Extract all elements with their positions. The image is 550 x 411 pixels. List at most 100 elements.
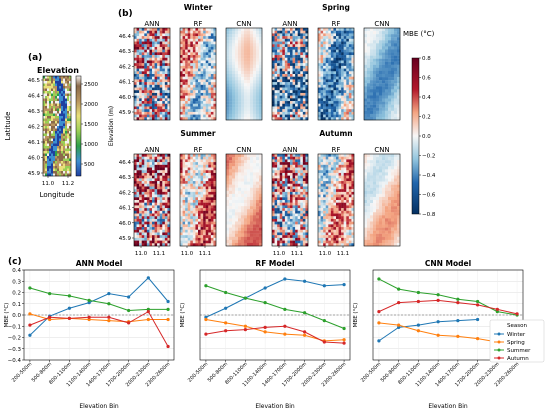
mbe-cell	[208, 164, 212, 168]
mbe-cell	[279, 218, 283, 222]
mbe-cell	[162, 181, 166, 184]
mbe-cell	[157, 87, 160, 91]
mbe-cell	[146, 106, 150, 110]
mbe-cell	[139, 167, 142, 171]
mbe-cell	[244, 83, 248, 87]
mbe-cell	[394, 31, 398, 35]
mbe-cell	[141, 109, 145, 113]
elevation-cell	[45, 88, 48, 92]
mbe-cell	[136, 60, 140, 64]
mbe-cell	[159, 106, 163, 110]
mbe-cell	[190, 170, 194, 174]
mbe-cell	[385, 46, 389, 50]
mbe-cell	[305, 30, 309, 34]
mbe-cell	[351, 92, 355, 96]
mbe-cell	[235, 221, 239, 225]
mbe-cell	[247, 83, 251, 87]
mbe-cell	[180, 172, 183, 176]
mbe-cell	[157, 92, 160, 96]
mbe-cell	[244, 40, 248, 44]
mbe-cell	[200, 183, 204, 187]
mbe-cell	[192, 178, 196, 182]
mbe-cell	[141, 101, 145, 104]
mbe-cell	[272, 164, 275, 168]
mbe-cell	[244, 28, 248, 32]
mbe-cell	[164, 74, 168, 77]
mbe-cell	[318, 38, 321, 42]
mbe-cell	[139, 232, 142, 236]
mbe-cell	[284, 154, 288, 157]
mbe-cell	[259, 166, 263, 170]
mbe-cell	[232, 209, 236, 213]
model-label: RF	[194, 146, 203, 154]
mbe-cell	[226, 175, 230, 179]
mbe-cell	[180, 103, 183, 107]
mbe-cell	[250, 43, 254, 47]
mbe-cell	[284, 167, 288, 171]
mbe-cell	[182, 38, 186, 42]
mbe-cell	[300, 154, 304, 157]
mbe-cell	[139, 164, 142, 168]
mbe-cell	[318, 44, 321, 48]
mbe-cell	[139, 98, 142, 102]
mbe-cell	[341, 90, 344, 94]
elevation-cell	[63, 121, 66, 124]
mbe-cell	[210, 202, 214, 206]
elevation-cell	[63, 171, 66, 174]
elevation-cell	[43, 108, 46, 112]
mbe-cell	[139, 114, 142, 118]
mbe-cell	[198, 106, 201, 110]
mbe-cell	[210, 191, 214, 195]
mbe-cell	[144, 237, 148, 241]
mbe-cell	[198, 170, 201, 174]
mbe-cell	[192, 46, 196, 50]
mbe-cell	[295, 63, 298, 67]
mbe-cell	[187, 38, 191, 42]
mbe-cell	[382, 116, 386, 121]
mbe-cell	[198, 60, 201, 64]
mbe-cell	[198, 33, 201, 37]
mbe-cell	[379, 86, 383, 90]
mbe-cell	[185, 52, 188, 56]
mbe-cell	[235, 64, 239, 69]
elevation-cell	[59, 131, 62, 134]
mbe-cell	[195, 218, 199, 222]
mbe-cell	[235, 86, 239, 90]
elevation-cell	[49, 116, 52, 119]
mbe-cell	[154, 229, 158, 233]
mbe-cell	[203, 183, 206, 187]
mbe-cell	[259, 67, 263, 72]
mbe-cell	[210, 71, 214, 75]
mbe-cell	[182, 79, 186, 83]
mbe-cell	[323, 90, 326, 94]
elevation-cell	[65, 86, 68, 89]
mbe-cell	[277, 111, 280, 115]
mbe-cell	[162, 38, 166, 42]
mbe-cell	[164, 172, 168, 176]
mbe-cell	[235, 43, 239, 47]
mbe-cell	[336, 114, 339, 118]
mbe-cell	[295, 33, 298, 37]
mbe-cell	[182, 44, 186, 48]
mbe-cell	[370, 46, 374, 50]
elevation-cell	[43, 116, 46, 119]
mbe-map-frame	[225, 27, 263, 121]
mbe-cell	[282, 117, 286, 121]
mbe-cell	[146, 55, 150, 58]
mbe-cell	[290, 205, 293, 209]
mbe-cell	[287, 159, 291, 163]
mbe-cell	[259, 92, 263, 96]
mbe-cell	[364, 89, 368, 93]
mbe-cell	[185, 186, 188, 190]
mbe-cell	[238, 46, 242, 50]
mbe-cell	[297, 210, 301, 214]
mbe-cell	[247, 70, 251, 75]
mbe-cell	[290, 87, 293, 91]
elevation-cell	[69, 156, 72, 159]
mbe-cell	[320, 30, 324, 34]
mbe-cell	[256, 37, 260, 41]
mbe-cell	[192, 38, 196, 42]
mbe-cell	[325, 71, 329, 75]
mbe-cell	[139, 205, 142, 209]
mbe-cell	[302, 154, 306, 157]
